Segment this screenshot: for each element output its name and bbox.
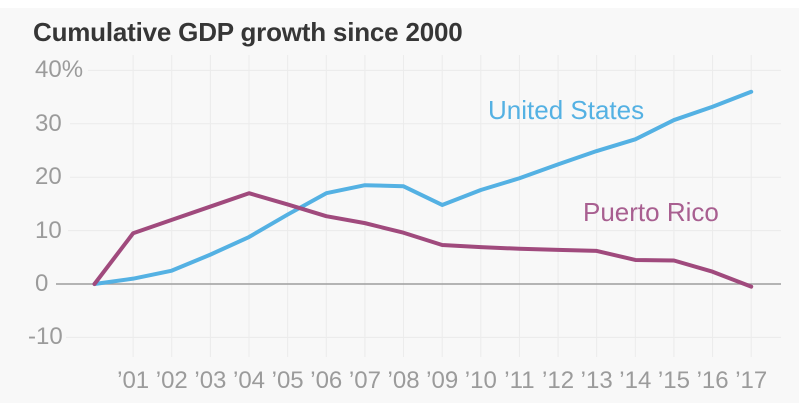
x-tick-label: ’01 — [117, 367, 150, 394]
x-tick-label: ’10 — [464, 367, 497, 394]
x-tick-label: ’07 — [348, 367, 381, 394]
series-label-united-states: United States — [488, 95, 645, 125]
x-tick-label: ’08 — [387, 367, 420, 394]
series-line-puerto-rico — [92, 191, 754, 289]
y-tick-label: 40% — [35, 56, 84, 84]
x-tick-label: ’17 — [735, 367, 768, 394]
y-tick-label: 0 — [35, 270, 49, 297]
y-tick-label: 10 — [35, 216, 62, 244]
x-tick-label: ’12 — [542, 367, 575, 394]
series-line-united-states — [92, 89, 754, 286]
series-label-puerto-rico: Puerto Rico — [583, 197, 719, 227]
y-tick-label: 20 — [35, 163, 62, 191]
x-tick-label: ’06 — [310, 367, 343, 394]
x-tick-label: ’16 — [696, 367, 729, 394]
x-tick-label: ’14 — [619, 367, 652, 394]
x-tick-label: ’11 — [504, 367, 535, 394]
y-tick-label: 30 — [35, 109, 62, 137]
x-tick-label: ’05 — [271, 367, 304, 394]
chart-title: Cumulative GDP growth since 2000 — [33, 17, 463, 47]
x-tick-label: ’15 — [657, 367, 690, 394]
x-tick-label: ’03 — [194, 367, 227, 394]
x-tick-label: ’13 — [580, 367, 613, 394]
x-tick-label: ’09 — [426, 367, 459, 394]
y-tick-label: -10 — [28, 323, 63, 351]
x-tick-label: ’04 — [233, 367, 266, 394]
x-tick-label: ’02 — [155, 367, 188, 394]
